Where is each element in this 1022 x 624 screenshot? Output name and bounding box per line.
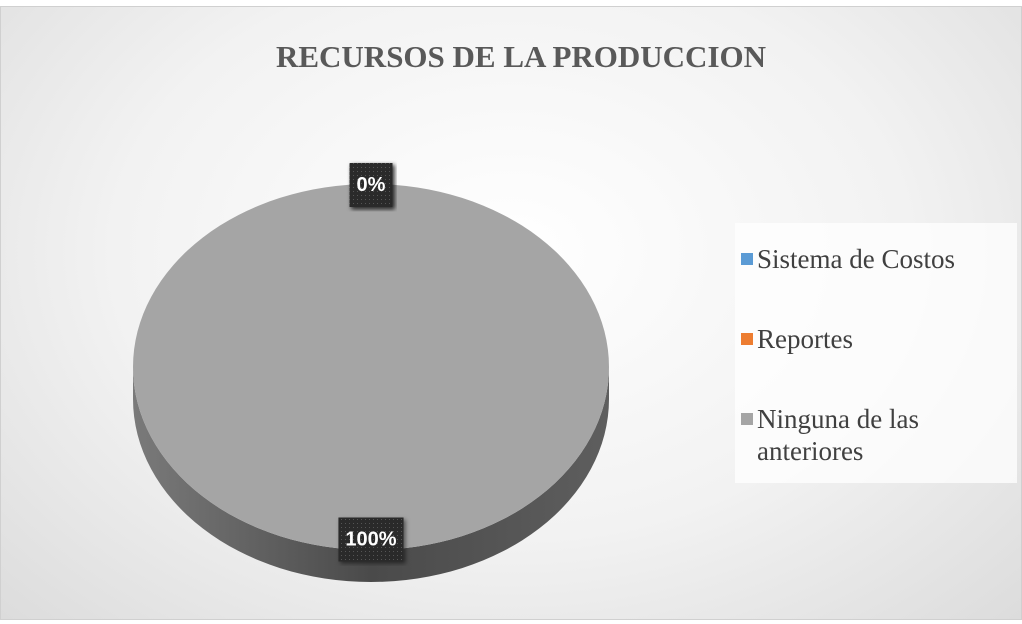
chart-title: RECURSOS DE LA PRODUCCION (276, 39, 766, 74)
legend-swatch (741, 333, 753, 345)
data-label: 0% (349, 163, 393, 207)
data-label: 100% (338, 517, 404, 562)
pie-side (133, 367, 609, 582)
legend-swatch (741, 413, 753, 425)
legend-label: Sistema de Costos (757, 244, 956, 274)
legend-item: Sistema de Costos (741, 243, 997, 275)
data-label-box (338, 517, 404, 562)
legend: Sistema de Costos Reportes Ninguna de las … (735, 223, 1017, 483)
pie-slice (133, 184, 609, 550)
legend-swatch (741, 253, 753, 265)
data-label-box (349, 163, 393, 207)
legend-item: Ninguna de las anteriores (741, 403, 997, 467)
chart: RECURSOS DE LA PRODUCCION 0%0%100% (133, 39, 766, 582)
chart-area: RECURSOS DE LA PRODUCCION 0%0%100% Siste… (0, 6, 1022, 620)
page: RECURSOS DE LA PRODUCCION 0%0%100% Siste… (0, 6, 1022, 624)
data-label-text: 0% (357, 174, 386, 196)
legend-label: Ninguna de las anteriores (757, 404, 919, 466)
legend-label: Reportes (757, 324, 853, 354)
legend-item: Reportes (741, 323, 997, 355)
data-label-text: 100% (345, 529, 396, 551)
